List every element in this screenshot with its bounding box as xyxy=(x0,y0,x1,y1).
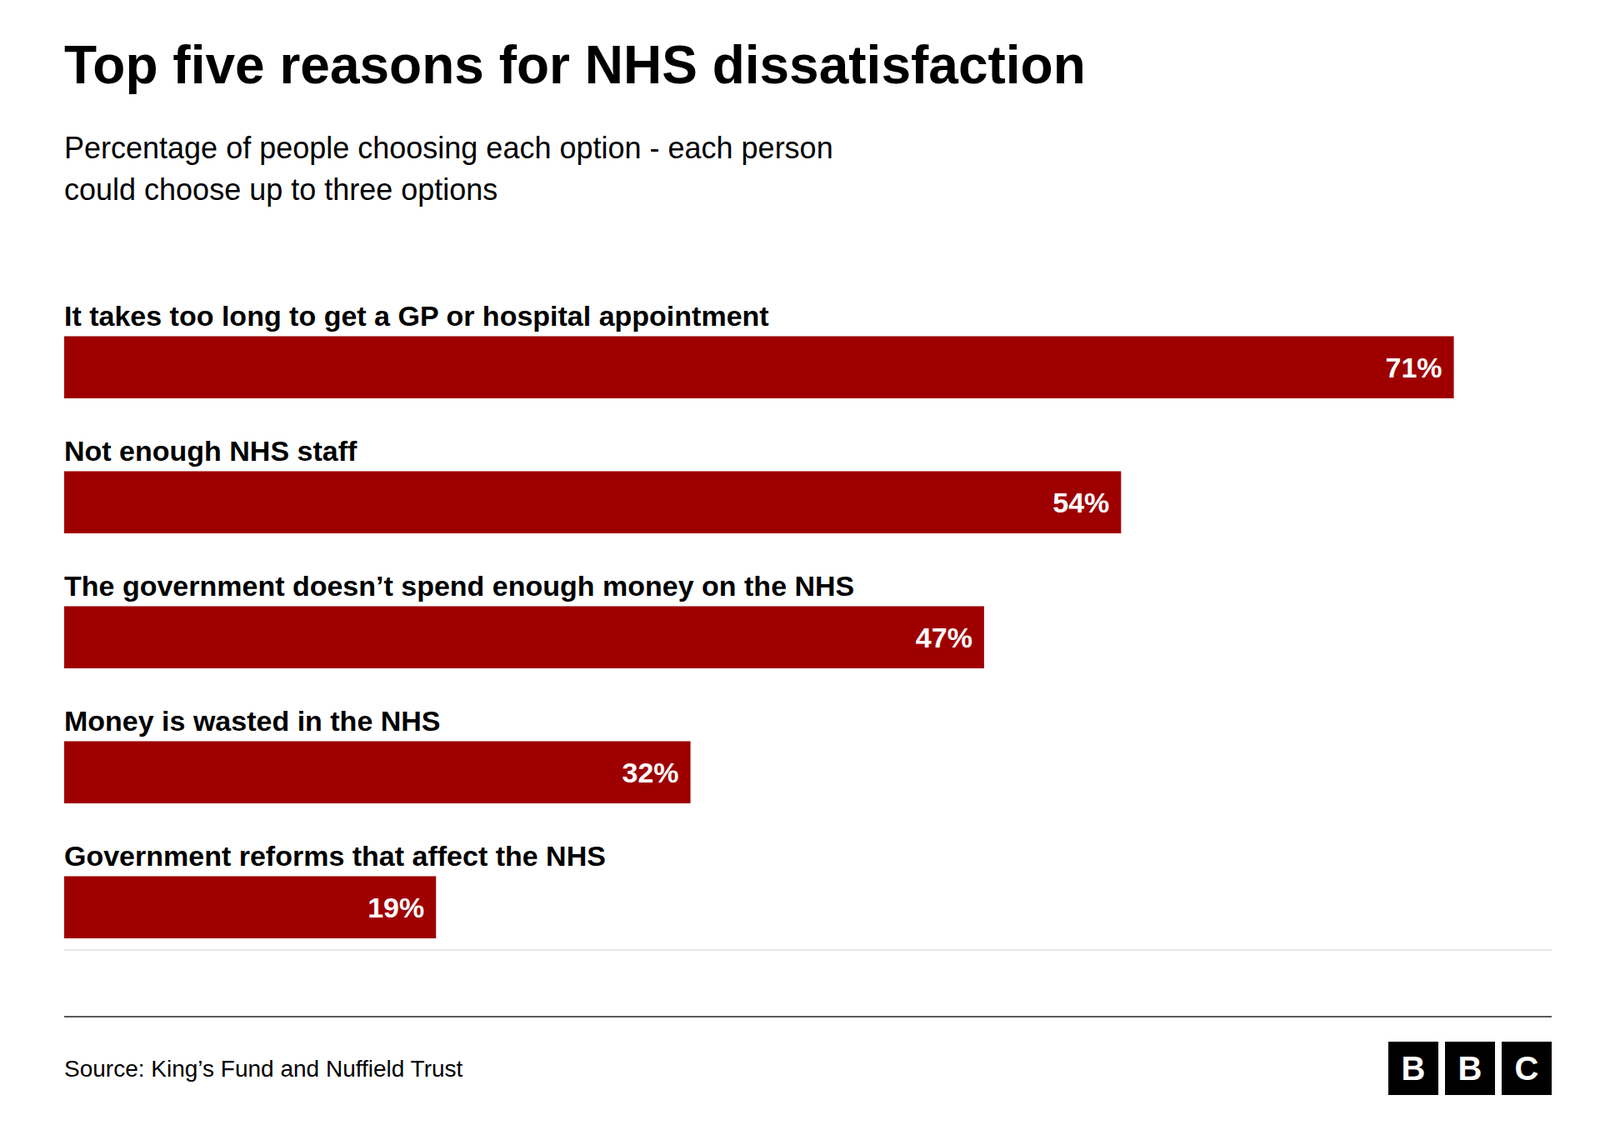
chart: Top five reasons for NHS dissatisfaction… xyxy=(0,0,1600,1125)
category-label: Money is wasted in the NHS xyxy=(64,705,441,737)
value-label: 19% xyxy=(367,891,425,924)
logo-letter: C xyxy=(1515,1050,1540,1087)
background xyxy=(0,0,1600,1125)
logo-box xyxy=(1501,1041,1552,1095)
bar xyxy=(64,740,691,804)
subtitle: Percentage of people choosing each optio… xyxy=(64,130,834,207)
value-label: 32% xyxy=(622,756,680,789)
title: Top five reasons for NHS dissatisfaction xyxy=(64,35,1086,95)
category-label: It takes too long to get a GP or hospita… xyxy=(64,300,770,332)
x-axis-line xyxy=(64,950,1552,951)
bar xyxy=(64,605,985,669)
category-label: Government reforms that affect the NHS xyxy=(64,840,606,872)
logo-box xyxy=(1445,1041,1495,1095)
bar xyxy=(64,335,1455,399)
logo-letter: B xyxy=(1401,1050,1426,1087)
labels: It takes too long to get a GP or hospita… xyxy=(64,300,1443,923)
value-label: 71% xyxy=(1385,351,1443,384)
divider xyxy=(64,1015,1552,1018)
value-label: 47% xyxy=(915,621,973,654)
value-label: 54% xyxy=(1052,486,1110,519)
logo-letter: B xyxy=(1458,1050,1483,1087)
source: Source: King’s Fund and Nuffield Trust xyxy=(64,1055,464,1082)
logo-box xyxy=(1388,1041,1439,1095)
category-label: Not enough NHS staff xyxy=(64,435,358,467)
category-label: The government doesn’t spend enough mone… xyxy=(64,570,855,602)
bars xyxy=(64,335,1455,939)
bar xyxy=(64,875,436,939)
bar xyxy=(64,470,1121,534)
